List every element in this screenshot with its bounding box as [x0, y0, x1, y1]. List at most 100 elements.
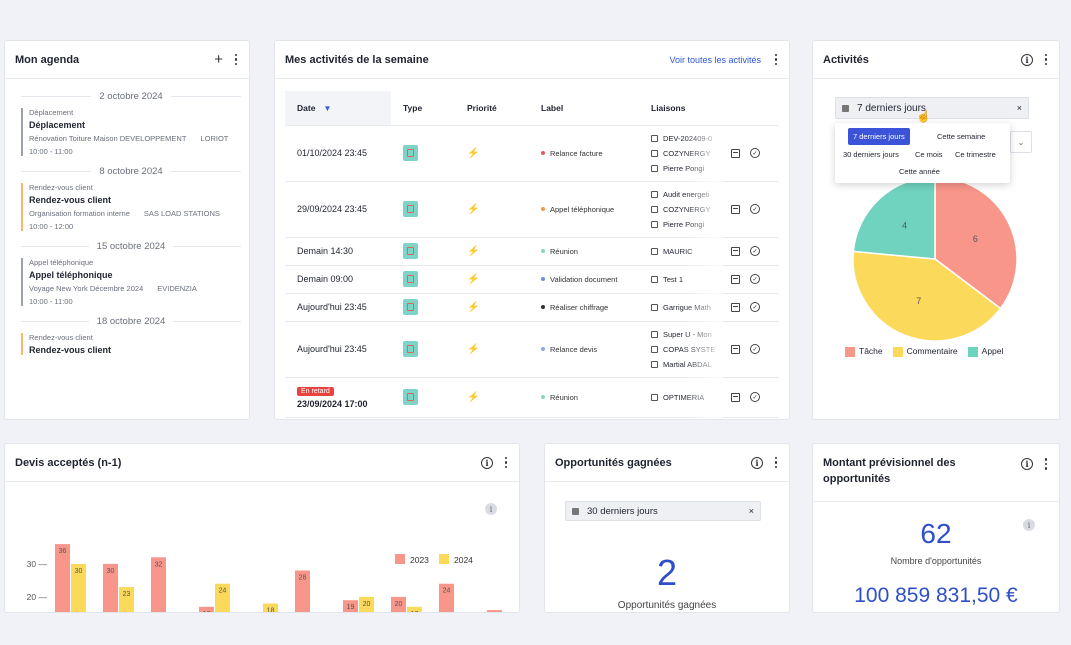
agenda-event[interactable]: Déplacement Déplacement Rénovation Toitur…	[21, 108, 241, 156]
link-item[interactable]: Martial ABDAL	[651, 357, 719, 372]
link-item[interactable]: MAURIC	[651, 244, 719, 259]
legend-label[interactable]: 2024	[454, 555, 473, 565]
bar-2023[interactable]	[103, 563, 118, 613]
more-options-icon[interactable]	[1043, 458, 1049, 470]
more-options-icon[interactable]	[1043, 53, 1049, 66]
edit-icon[interactable]	[731, 344, 740, 354]
edit-icon[interactable]	[731, 392, 740, 402]
info-icon[interactable]: i	[1021, 53, 1033, 66]
edit-icon[interactable]	[731, 204, 740, 214]
option-this-month[interactable]: Ce mois	[915, 150, 943, 159]
edit-icon[interactable]	[731, 246, 740, 256]
check-icon[interactable]: ✓	[750, 246, 760, 256]
info-icon[interactable]: i	[751, 456, 763, 469]
bar-2023[interactable]	[487, 610, 502, 613]
more-options-icon[interactable]	[773, 456, 779, 469]
event-meta: Rénovation Toiture Maison DEVELOPPEMENT L…	[29, 134, 241, 144]
link-item[interactable]: COPAS SYSTE	[651, 342, 719, 357]
link-item[interactable]: Test 1	[651, 272, 719, 287]
check-icon[interactable]: ✓	[750, 274, 760, 284]
edit-icon[interactable]	[731, 302, 740, 312]
check-icon[interactable]: ✓	[750, 392, 760, 402]
option-7-days[interactable]: 7 derniers jours	[848, 128, 910, 145]
check-icon[interactable]: ✓	[750, 148, 760, 158]
opps-period-select[interactable]: 30 derniers jours ×	[565, 501, 761, 521]
column-label[interactable]: Label	[529, 91, 639, 126]
more-options-icon[interactable]	[503, 456, 509, 469]
bar-value-label: 20	[363, 601, 371, 608]
link-item[interactable]: Super U - Mon	[651, 327, 719, 342]
agenda-event[interactable]: Rendez-vous client Rendez-vous client	[21, 333, 241, 355]
edit-icon[interactable]	[731, 148, 740, 158]
activity-row[interactable]: Aujourd'hui 23:45 ⚡ Relance devis Super …	[285, 321, 779, 378]
activity-row[interactable]: 01/10/2024 23:45 ⚡ Relance facture DEV-2…	[285, 125, 779, 182]
clear-icon[interactable]: ×	[1016, 103, 1022, 113]
more-options-icon[interactable]	[773, 53, 779, 66]
add-icon[interactable]: +	[214, 51, 223, 68]
event-subject: Organisation formation interne	[29, 209, 130, 218]
check-icon[interactable]: ✓	[750, 344, 760, 354]
edit-icon[interactable]	[731, 274, 740, 284]
bar-value-label: 18	[267, 608, 275, 614]
activity-row[interactable]: 29/09/2024 23:45 ⚡ Appel téléphonique Au…	[285, 181, 779, 238]
priority-icon: ⚡	[467, 245, 480, 257]
link-item[interactable]: COZYNERGY	[651, 202, 719, 217]
check-icon[interactable]: ✓	[750, 204, 760, 214]
bar-2023[interactable]	[55, 544, 70, 613]
bar-2023[interactable]	[295, 570, 310, 614]
legend-item[interactable]: Appel	[967, 346, 1003, 357]
bar-2024[interactable]	[263, 603, 278, 614]
date-label: 8 octobre 2024	[99, 166, 163, 177]
link-item[interactable]: Audit energeti	[651, 187, 719, 202]
y-tick-label: 20 —	[27, 592, 48, 602]
link-item[interactable]: COZYNERGY	[651, 146, 719, 161]
legend-item[interactable]: Commentaire	[892, 346, 958, 357]
check-icon[interactable]: ✓	[750, 302, 760, 312]
column-date[interactable]: Date ▼	[285, 91, 391, 126]
option-this-quarter[interactable]: Ce trimestre	[955, 150, 996, 159]
pie-slice-appel[interactable]	[852, 176, 936, 260]
legend-item[interactable]: Tâche	[845, 346, 883, 357]
column-type[interactable]: Type	[391, 91, 455, 126]
activity-row[interactable]: En retard 23/09/2024 17:00 ⚡ Réunion OPTI…	[285, 377, 779, 418]
link-item[interactable]: Garrigue Math	[651, 300, 719, 315]
bar-2023[interactable]	[343, 600, 358, 613]
info-icon[interactable]: i	[1021, 458, 1033, 470]
event-title: Rendez-vous client	[29, 345, 112, 355]
sort-icon[interactable]: ▼	[323, 103, 332, 113]
link-item[interactable]: Pierre Pongi	[651, 217, 719, 232]
bar-2024[interactable]	[359, 596, 374, 613]
agenda-event[interactable]: Rendez-vous client Rendez-vous client Org…	[21, 183, 241, 231]
info-icon[interactable]: i	[485, 503, 497, 515]
bar-2024[interactable]	[119, 587, 134, 613]
info-icon[interactable]: i	[1023, 519, 1035, 531]
agenda-event[interactable]: Appel téléphonique Appel téléphonique Voy…	[21, 258, 241, 306]
link-item[interactable]: Pierre Pongi	[651, 161, 719, 176]
legend-label[interactable]: 2023	[410, 555, 429, 565]
bar-2024[interactable]	[215, 583, 230, 613]
bar-2024[interactable]	[71, 563, 86, 613]
column-links[interactable]: Liaisons	[639, 91, 719, 126]
period-select[interactable]: 7 derniers jours ×	[835, 97, 1029, 119]
bar-2023[interactable]	[151, 557, 166, 613]
pie-slice-commentaire[interactable]	[852, 250, 1002, 342]
activity-row[interactable]: Demain 14:30 ⚡ Réunion MAURIC ✓	[285, 237, 779, 266]
clear-icon[interactable]: ×	[748, 506, 754, 516]
link-item[interactable]: DEV-202409-0	[651, 131, 719, 146]
chevron-down-icon[interactable]: ⌄	[1010, 131, 1032, 153]
bar-2023[interactable]	[439, 583, 454, 613]
bar-2023[interactable]	[391, 596, 406, 613]
activity-row[interactable]: Demain 09:00 ⚡ Validation document Test …	[285, 265, 779, 294]
see-all-activities-link[interactable]: Voir toutes les activités	[669, 54, 761, 65]
activity-row[interactable]: Aujourd'hui 23:45 ⚡ Réaliser chiffrage G…	[285, 293, 779, 322]
link-item[interactable]: OPTIMERIA	[651, 390, 719, 405]
more-options-icon[interactable]	[233, 53, 239, 66]
info-icon[interactable]: i	[481, 456, 493, 469]
column-priority[interactable]: Priorité	[455, 91, 529, 126]
option-this-week[interactable]: Cette semaine	[937, 132, 986, 141]
bar-2023[interactable]	[199, 606, 214, 613]
link-icon	[651, 220, 658, 228]
bar-2024[interactable]	[407, 606, 422, 613]
option-30-days[interactable]: 30 derniers jours	[843, 150, 899, 159]
option-this-year[interactable]: Cette année	[899, 167, 940, 176]
